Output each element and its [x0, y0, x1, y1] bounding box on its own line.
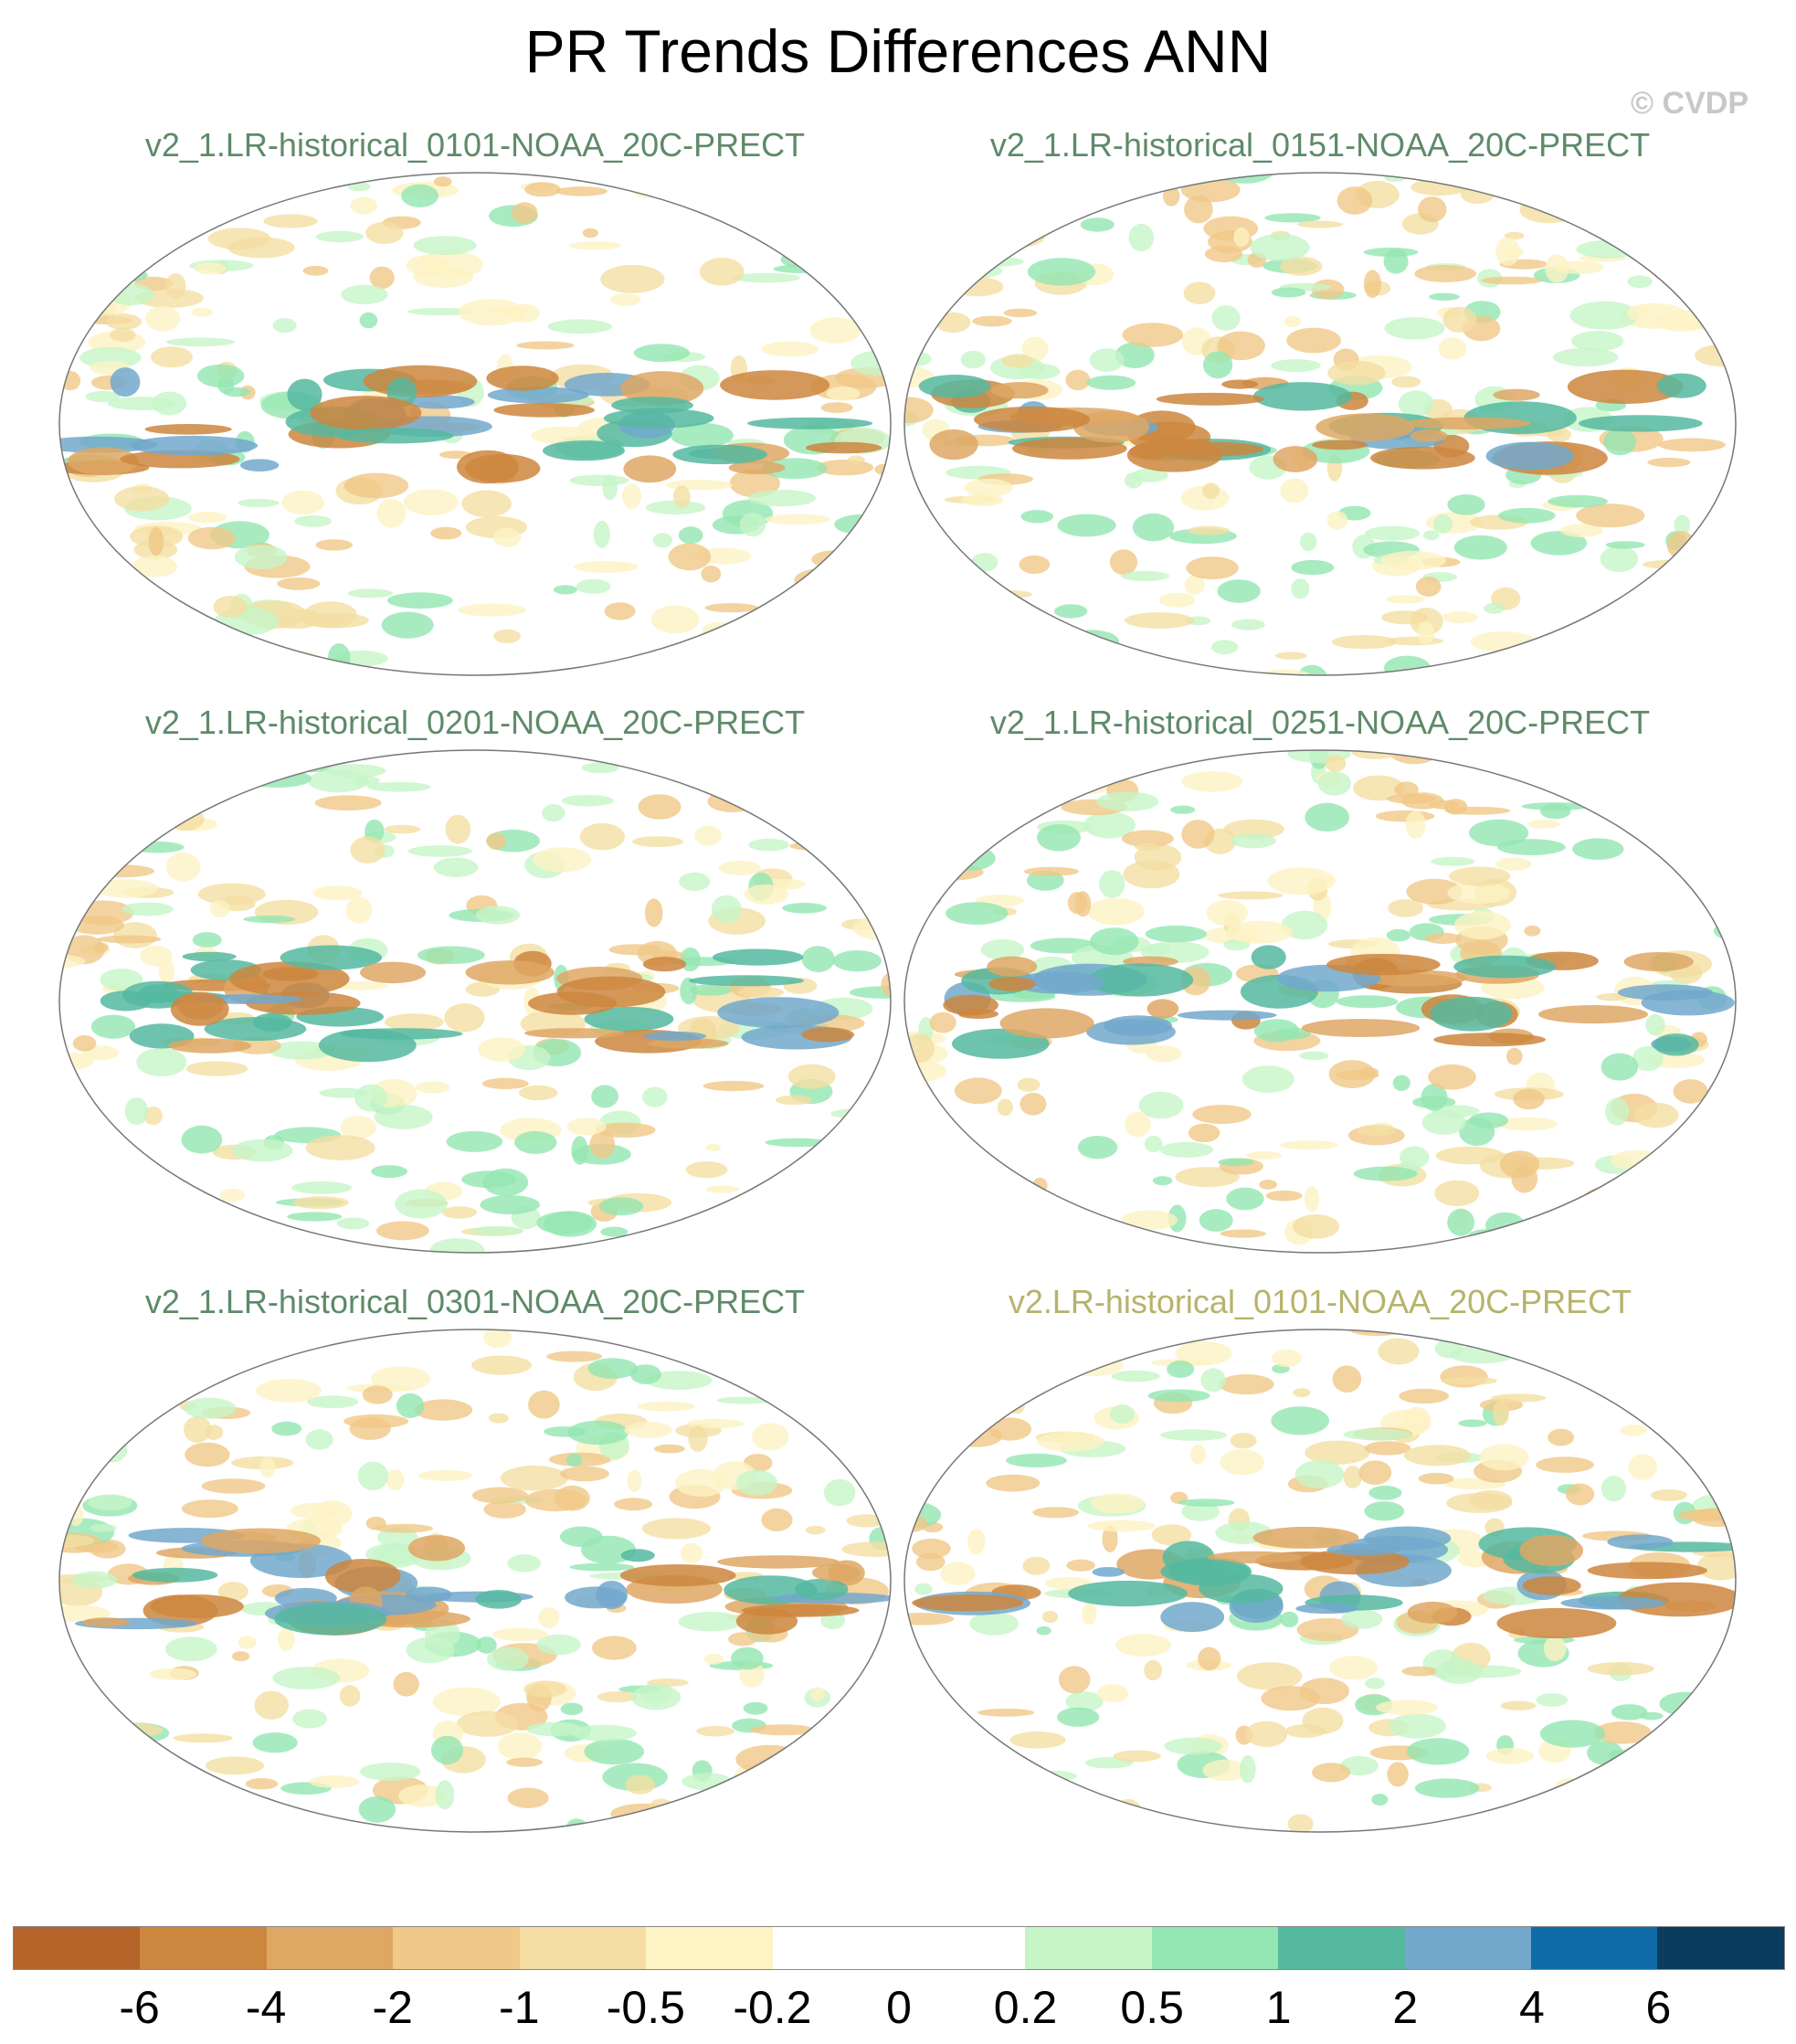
colorbar-swatch	[14, 1927, 141, 1969]
colorbar-swatch	[1278, 1927, 1405, 1969]
map-panel: v2.LR-historical_0101-NOAA_20C-PRECT	[900, 1283, 1740, 1840]
colorbar-tick-label: 0.5	[1120, 1982, 1184, 2033]
panel-title: v2_1.LR-historical_0251-NOAA_20C-PRECT	[989, 704, 1651, 741]
map-panel: v2_1.LR-historical_0101-NOAA_20C-PRECT	[55, 126, 895, 683]
map-panel: v2_1.LR-historical_0201-NOAA_20C-PRECT	[55, 704, 895, 1261]
map-panel: v2_1.LR-historical_0301-NOAA_20C-PRECT	[55, 1283, 895, 1840]
colorbar-swatch	[772, 1927, 899, 1969]
world-map	[903, 172, 1737, 676]
colorbar-swatch	[1404, 1927, 1532, 1969]
colorbar-swatch	[1531, 1927, 1658, 1969]
panel-title: v2_1.LR-historical_0151-NOAA_20C-PRECT	[989, 126, 1651, 164]
colorbar-swatch	[646, 1927, 773, 1969]
colorbar	[13, 1926, 1785, 1970]
colorbar-swatch	[1151, 1927, 1279, 1969]
panel-title: v2_1.LR-historical_0101-NOAA_20C-PRECT	[144, 126, 806, 164]
colorbar-swatch	[898, 1927, 1026, 1969]
colorbar-tick-label: 6	[1645, 1982, 1672, 2033]
figure-title: PR Trends Differences ANN	[524, 17, 1272, 85]
colorbar-tick-label: 4	[1518, 1982, 1545, 2033]
world-map	[903, 1329, 1737, 1833]
colorbar-tick-label: -6	[119, 1982, 160, 2033]
colorbar-ticks: -6 -4 -2 -1 -0.5 -0.2 0 0.2 0.5 1 2 4 6	[13, 1981, 1785, 2036]
panel-title: v2_1.LR-historical_0201-NOAA_20C-PRECT	[144, 704, 806, 741]
panel-title: v2_1.LR-historical_0301-NOAA_20C-PRECT	[144, 1283, 806, 1320]
colorbar-tick-label: 2	[1392, 1982, 1419, 2033]
colorbar-tick-label: -0.5	[606, 1982, 685, 2033]
world-map	[903, 749, 1737, 1254]
colorbar-swatch	[140, 1927, 267, 1969]
colorbar-tick-label: 1	[1265, 1982, 1292, 2033]
colorbar-swatch	[266, 1927, 394, 1969]
world-map	[58, 1329, 892, 1833]
colorbar-tick-label: 0	[886, 1982, 912, 2033]
world-map	[58, 749, 892, 1254]
colorbar-swatch	[1657, 1927, 1784, 1969]
colorbar-tick-label: -0.2	[733, 1982, 812, 2033]
colorbar-tick-label: -2	[372, 1982, 413, 2033]
colorbar-swatch	[519, 1927, 647, 1969]
cvdp-credit: © CVDP	[1631, 86, 1748, 121]
map-panel: v2_1.LR-historical_0151-NOAA_20C-PRECT	[900, 126, 1740, 683]
colorbar-swatch	[1025, 1927, 1152, 1969]
colorbar-tick-label: 0.2	[993, 1982, 1058, 2033]
colorbar-tick-label: -1	[499, 1982, 540, 2033]
panel-title: v2.LR-historical_0101-NOAA_20C-PRECT	[1008, 1283, 1632, 1320]
world-map	[58, 172, 892, 676]
map-panel: v2_1.LR-historical_0251-NOAA_20C-PRECT	[900, 704, 1740, 1261]
colorbar-swatch	[393, 1927, 520, 1969]
colorbar-tick-label: -4	[245, 1982, 287, 2033]
